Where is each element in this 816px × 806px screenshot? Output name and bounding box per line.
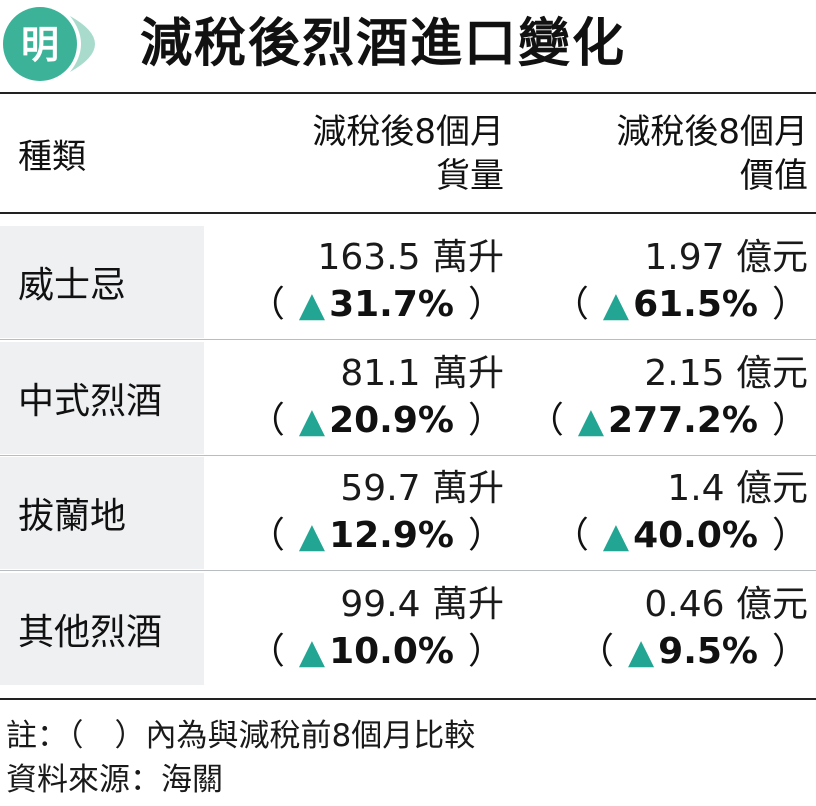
close-paren: ） xyxy=(467,515,504,556)
up-triangle-icon: ▲ xyxy=(602,516,630,556)
value-change: （ ▲ 277.2% ） xyxy=(518,398,808,444)
row-divider xyxy=(0,339,816,340)
value-amount: 1.97 億元 xyxy=(644,237,808,278)
row-category-name: 威士忌 xyxy=(18,265,127,306)
close-paren: ） xyxy=(771,630,808,672)
header-type: 種類 xyxy=(18,137,86,177)
value-change-percent: 61.5% xyxy=(633,284,758,325)
value-cell: 2.15 億元 （ ▲ 277.2% ） xyxy=(518,350,808,444)
up-triangle-icon: ▲ xyxy=(602,285,630,325)
row-label-background xyxy=(0,457,204,569)
close-paren: ） xyxy=(467,630,504,672)
footnote: 註：（ ）內為與減稅前8個月比較 xyxy=(6,718,476,754)
header-value-line1: 減稅後8個月 xyxy=(616,112,808,152)
row-category-name: 拔蘭地 xyxy=(18,496,127,537)
table-top-rule xyxy=(0,92,816,94)
open-paren: （ xyxy=(248,630,285,672)
open-paren: （ xyxy=(577,630,614,672)
value-change: （ ▲ 40.0% ） xyxy=(518,513,808,559)
volume-amount: 99.4 萬升 xyxy=(340,583,504,625)
close-paren: ） xyxy=(771,284,808,325)
header: 明 減稅後烈酒進口變化 xyxy=(0,0,816,86)
up-triangle-icon: ▲ xyxy=(298,400,326,441)
row-category-name: 中式烈酒 xyxy=(18,380,163,422)
row-divider xyxy=(0,570,816,571)
close-paren: ） xyxy=(467,399,504,441)
source-note: 資料來源：海關 xyxy=(6,762,223,798)
up-triangle-icon: ▲ xyxy=(298,285,326,325)
value-amount: 0.46 億元 xyxy=(644,583,808,625)
close-paren: ） xyxy=(467,284,504,325)
value-change: （ ▲ 61.5% ） xyxy=(518,282,808,328)
row-category-name: 其他烈酒 xyxy=(18,611,163,653)
volume-change: （ ▲ 31.7% ） xyxy=(214,282,504,328)
volume-change-percent: 10.0% xyxy=(329,630,454,672)
up-triangle-icon: ▲ xyxy=(577,400,605,441)
volume-change-percent: 12.9% xyxy=(329,515,454,556)
open-paren: （ xyxy=(552,515,589,556)
open-paren: （ xyxy=(248,284,285,325)
header-volume: 減稅後8個月 貨量 xyxy=(204,110,504,198)
header-volume-line2: 貨量 xyxy=(436,156,504,196)
value-cell: 0.46 億元 （ ▲ 9.5% ） xyxy=(518,581,808,675)
value-amount: 2.15 億元 xyxy=(644,352,808,394)
row-label-background xyxy=(0,572,204,685)
volume-change: （ ▲ 12.9% ） xyxy=(214,513,504,559)
value-change-percent: 40.0% xyxy=(633,515,758,556)
volume-change: （ ▲ 10.0% ） xyxy=(214,629,504,675)
open-paren: （ xyxy=(248,399,285,441)
volume-change-percent: 31.7% xyxy=(329,284,454,325)
volume-cell: 59.7 萬升 （ ▲ 12.9% ） xyxy=(214,465,504,559)
volume-cell: 99.4 萬升 （ ▲ 10.0% ） xyxy=(214,581,504,675)
newspaper-logo-icon: 明 xyxy=(3,7,95,81)
value-amount: 1.4 億元 xyxy=(667,468,808,509)
value-change-percent: 277.2% xyxy=(608,399,758,441)
volume-cell: 81.1 萬升 （ ▲ 20.9% ） xyxy=(214,350,504,444)
volume-change: （ ▲ 20.9% ） xyxy=(214,398,504,444)
header-volume-line1: 減稅後8個月 xyxy=(312,112,504,152)
open-paren: （ xyxy=(527,399,564,441)
up-triangle-icon: ▲ xyxy=(298,631,326,672)
row-divider xyxy=(0,454,816,456)
table-bottom-rule xyxy=(0,698,816,700)
value-change-percent: 9.5% xyxy=(658,630,758,672)
table-row: 其他烈酒 99.4 萬升（▲ 10.0%） 0.46 億元（▲ 9.5%） xyxy=(0,572,816,685)
row-label-background xyxy=(0,341,204,454)
open-paren: （ xyxy=(248,515,285,556)
row-label-background xyxy=(0,226,204,338)
table-row: 威士忌 163.5 萬升（▲ 31.7%） 1.97 億元（▲ 61.5%） xyxy=(0,226,816,338)
open-paren: （ xyxy=(552,284,589,325)
header-value: 減稅後8個月 價值 xyxy=(508,110,808,198)
up-triangle-icon: ▲ xyxy=(627,631,655,672)
volume-amount: 81.1 萬升 xyxy=(340,352,504,394)
value-cell: 1.97 億元 （ ▲ 61.5% ） xyxy=(518,234,808,328)
value-cell: 1.4 億元 （ ▲ 40.0% ） xyxy=(518,465,808,559)
volume-amount: 59.7 萬升 xyxy=(340,468,504,509)
volume-cell: 163.5 萬升 （ ▲ 31.7% ） xyxy=(214,234,504,328)
volume-amount: 163.5 萬升 xyxy=(317,237,504,278)
page-title: 減稅後烈酒進口變化 xyxy=(140,14,627,74)
table-row: 中式烈酒 81.1 萬升（▲ 20.9%） 2.15 億元（▲ 277.2%） xyxy=(0,341,816,454)
close-paren: ） xyxy=(771,515,808,556)
svg-text:明: 明 xyxy=(21,23,59,67)
up-triangle-icon: ▲ xyxy=(298,516,326,556)
close-paren: ） xyxy=(771,399,808,441)
volume-change-percent: 20.9% xyxy=(329,399,454,441)
value-change: （ ▲ 9.5% ） xyxy=(518,629,808,675)
header-bottom-rule xyxy=(0,212,816,214)
table-row: 拔蘭地 59.7 萬升（▲ 12.9%） 1.4 億元（▲ 40.0%） xyxy=(0,457,816,569)
header-value-line2: 價值 xyxy=(740,156,808,196)
